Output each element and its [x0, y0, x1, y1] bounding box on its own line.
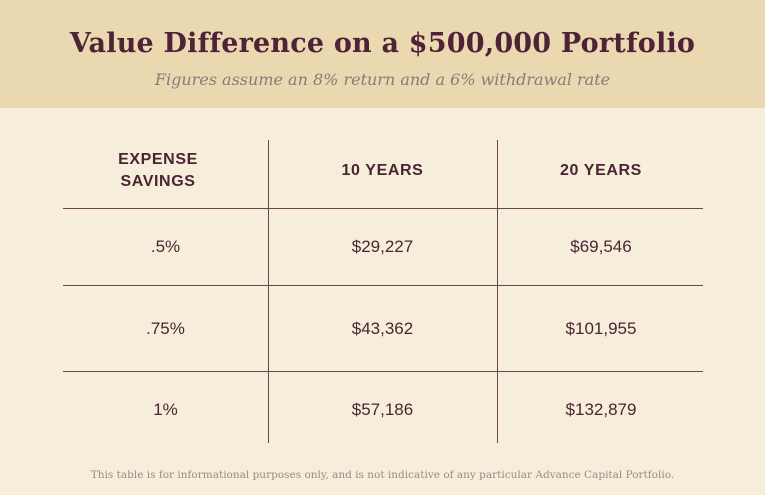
column-divider	[497, 140, 498, 443]
table-cell-10-years: $57,186	[351, 400, 414, 419]
table-cell-savings: .5%	[150, 237, 181, 256]
column-header-expense-savings: EXPENSE SAVINGS	[118, 151, 198, 190]
column-divider	[268, 140, 269, 443]
row-divider	[63, 208, 703, 209]
table-cell-10-years: $43,362	[351, 318, 414, 338]
table-cell-20-years: $132,879	[565, 400, 637, 419]
table-cell-savings: 1%	[153, 400, 178, 419]
disclaimer-footnote: This table is for informational purposes…	[90, 469, 675, 481]
page-title: Value Difference on a $500,000 Portfolio	[69, 28, 696, 59]
table-cell-10-years: $29,227	[351, 237, 414, 256]
table-cell-savings: .75%	[146, 318, 185, 338]
page-subtitle: Figures assume an 8% return and a 6% wit…	[154, 70, 611, 89]
header-banner: Value Difference on a $500,000 Portfolio…	[0, 0, 765, 108]
row-divider	[63, 371, 703, 372]
table-cell-20-years: $69,546	[570, 237, 632, 256]
column-header-10-years: 10 YEARS	[341, 162, 424, 179]
row-divider	[63, 285, 703, 286]
value-table: EXPENSE SAVINGS 10 YEARS 20 YEARS .5% $2…	[0, 108, 765, 453]
column-header-20-years: 20 YEARS	[560, 162, 642, 179]
table-cell-20-years: $101,955	[565, 318, 637, 338]
